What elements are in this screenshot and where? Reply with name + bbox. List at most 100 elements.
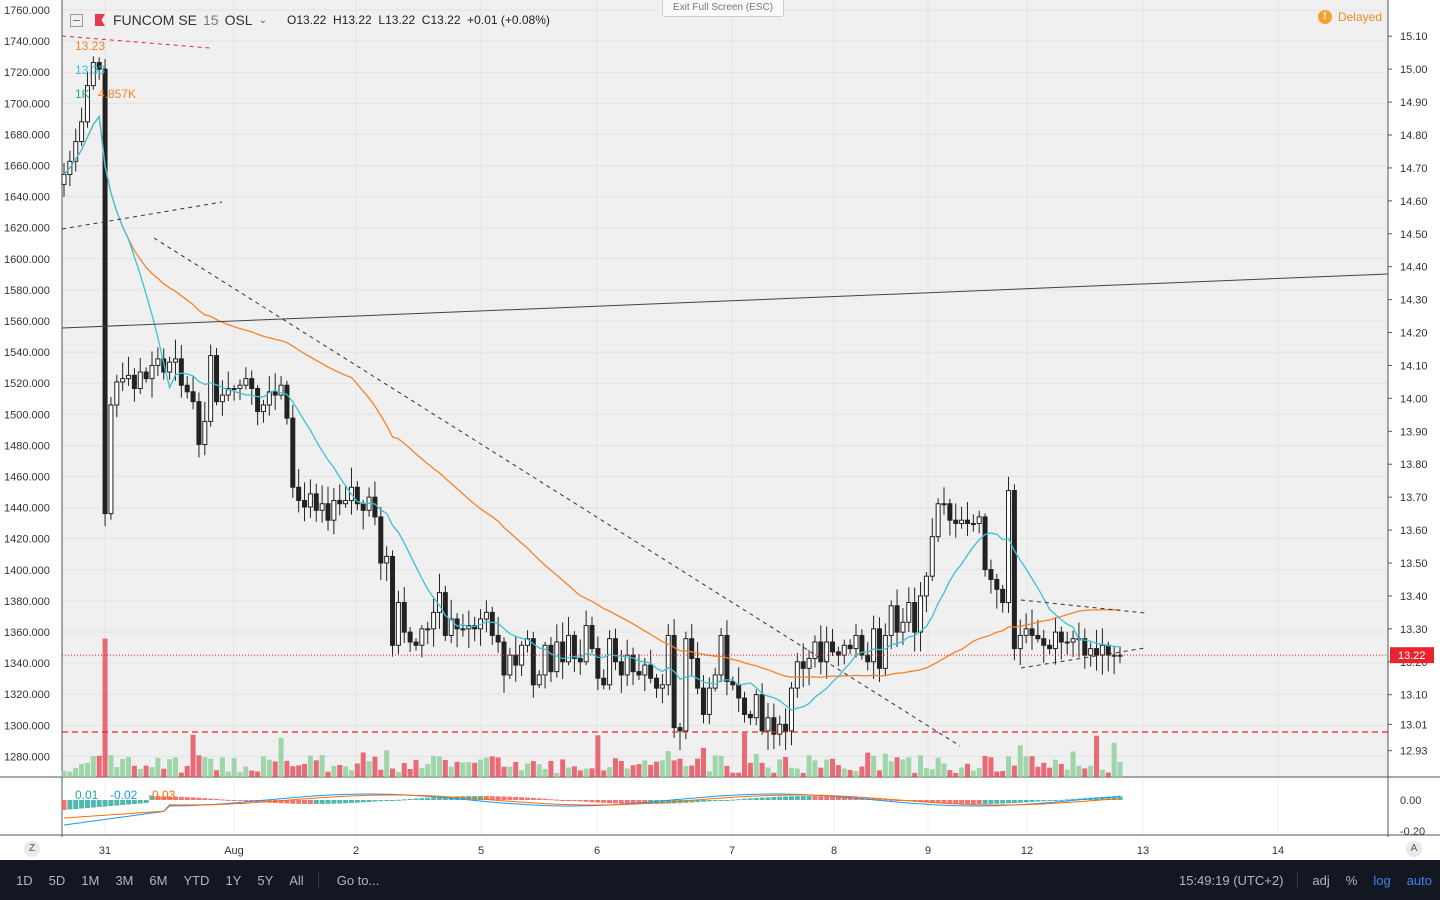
collapse-legend-icon[interactable] <box>70 13 83 27</box>
left-axis-tick-label: 1740.000 <box>4 36 50 48</box>
candle-down <box>953 519 959 524</box>
candle-down <box>513 654 519 666</box>
candle-down <box>190 391 196 403</box>
candle-up <box>812 641 818 659</box>
macd-bar <box>214 798 220 800</box>
candle-up <box>260 404 266 413</box>
macd-bar <box>1017 800 1023 803</box>
candle-up <box>794 661 800 689</box>
candle-down <box>413 641 419 646</box>
goto-button[interactable]: Go to... <box>336 872 380 888</box>
candle-up <box>120 378 126 383</box>
volume-bar <box>689 765 695 777</box>
volume-bar <box>296 765 302 777</box>
time-display[interactable]: 15:49:19 (UTC+2) <box>1178 872 1284 888</box>
market-flag-icon <box>95 14 105 26</box>
range-button-3m[interactable]: 3M <box>115 872 134 888</box>
macd-bar <box>601 800 607 803</box>
open-value: 13.22 <box>296 13 327 27</box>
macd-bar <box>923 800 929 803</box>
macd-bar <box>1064 799 1070 801</box>
volume-bar <box>888 761 894 777</box>
candle-down <box>302 499 308 508</box>
candle-down <box>571 634 577 659</box>
range-button-1m[interactable]: 1M <box>81 872 100 888</box>
volume-bar <box>1111 742 1117 777</box>
drawing-tools <box>61 35 1389 747</box>
volume-bar <box>894 757 900 777</box>
volume-bar <box>61 770 67 777</box>
last-price-badge <box>1390 647 1434 664</box>
macd-bar <box>319 800 325 804</box>
auto-toggle[interactable]: auto <box>1406 872 1432 888</box>
volume-bar <box>1058 763 1064 777</box>
percent-toggle[interactable]: % <box>1345 872 1358 888</box>
range-button-1d[interactable]: 1D <box>16 872 33 888</box>
chart-legend: FUNCOM SE 15 OSL ⌄ O13.22 H13.22 L13.22 … <box>70 8 550 32</box>
zoom-reset-button[interactable]: Z <box>24 841 40 857</box>
left-axis-tick-label: 1500.000 <box>4 409 50 421</box>
symbol-name[interactable]: FUNCOM SE <box>113 12 197 28</box>
range-button-all[interactable]: All <box>289 872 304 888</box>
price-chart[interactable]: 1760.000 1740.000 1720.000 1700.000 1680.000… <box>0 0 1440 860</box>
time-axis-label: 12 <box>1021 845 1033 857</box>
range-button-6m[interactable]: 6M <box>149 872 168 888</box>
macd-bar <box>67 800 73 810</box>
volume-bar <box>243 766 249 777</box>
macd-bar <box>79 800 85 809</box>
macd-bar <box>472 796 478 800</box>
close-value: 13.22 <box>430 13 461 27</box>
left-axis-tick-label: 1640.000 <box>4 192 50 204</box>
macd-bar <box>542 798 548 800</box>
macd-bar <box>260 800 266 803</box>
macd-bar <box>366 800 372 802</box>
range-button-5d[interactable]: 5D <box>48 872 66 888</box>
macd-bar <box>372 800 378 802</box>
macd-bar <box>548 799 554 801</box>
volume-bar <box>788 767 794 777</box>
volume-bar <box>337 765 343 777</box>
volume-bar <box>137 768 143 777</box>
macd-bar <box>390 800 396 801</box>
candle-down <box>700 687 706 715</box>
volume-bar <box>255 771 261 777</box>
exchange-label[interactable]: OSL <box>224 12 253 28</box>
macd-bar <box>1006 800 1012 804</box>
macd-bar <box>1035 800 1041 802</box>
left-axis-tick-label: 1320.000 <box>4 689 50 701</box>
low-value: 13.22 <box>385 13 416 27</box>
volume-bar <box>530 761 536 777</box>
delayed-badge[interactable]: ! Delayed <box>1317 10 1382 24</box>
candle-down <box>378 516 384 564</box>
macd-bar <box>296 800 302 804</box>
candle-up <box>970 522 976 525</box>
interval-label[interactable]: 15 <box>203 12 219 28</box>
macd-bar <box>96 800 102 807</box>
chevron-down-icon[interactable]: ⌄ <box>258 14 267 26</box>
volume-bar <box>654 761 660 777</box>
volume-bar <box>1011 765 1017 777</box>
adj-toggle[interactable]: adj <box>1312 872 1330 888</box>
macd-bar <box>325 800 331 804</box>
log-toggle[interactable]: log <box>1373 872 1391 888</box>
auto-scale-button[interactable]: A <box>1406 841 1422 857</box>
candle-up <box>384 555 390 564</box>
macd-bar <box>114 800 120 806</box>
volume-bar <box>659 760 665 777</box>
macd-bar <box>689 800 695 803</box>
candle-down <box>612 638 618 663</box>
range-button-ytd[interactable]: YTD <box>183 872 210 888</box>
macd-bar <box>888 799 894 801</box>
volume-bar <box>73 767 79 777</box>
macd-bar <box>624 800 630 804</box>
volume-bar <box>1088 765 1094 777</box>
volume-bar <box>876 770 882 777</box>
candle-down <box>249 378 255 390</box>
volume-bar <box>742 733 748 777</box>
exit-fullscreen-button[interactable]: Exit Full Screen (ESC) <box>662 0 784 17</box>
range-button-1y[interactable]: 1Y <box>225 872 242 888</box>
range-button-5y[interactable]: 5Y <box>257 872 274 888</box>
volume-bar <box>618 760 624 777</box>
trend-line-dashed <box>153 237 961 747</box>
volume-bar <box>331 765 337 777</box>
